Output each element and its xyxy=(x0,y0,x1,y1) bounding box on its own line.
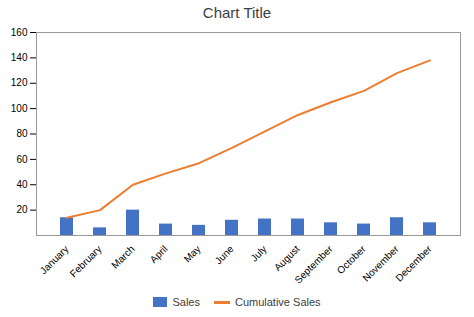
svg-text:40: 40 xyxy=(16,179,28,190)
svg-text:60: 60 xyxy=(16,154,28,165)
html-text:Chart Title: Chart Title xyxy=(202,4,272,21)
svg-text:December: December xyxy=(393,243,434,284)
html-text:Sales: Sales xyxy=(172,296,200,308)
svg-text:April: April xyxy=(148,243,170,265)
svg-text:140: 140 xyxy=(11,52,28,63)
svg-text:100: 100 xyxy=(11,103,28,114)
svg-text:May: May xyxy=(182,243,203,264)
svg-text:120: 120 xyxy=(11,77,28,88)
svg-text:80: 80 xyxy=(16,128,28,139)
svg-text:20: 20 xyxy=(16,204,28,215)
svg-text:January: January xyxy=(38,243,71,276)
svg-text:160: 160 xyxy=(11,27,28,38)
svg-text:September: September xyxy=(292,243,335,286)
svg-text:February: February xyxy=(68,243,104,279)
svg-text:August: August xyxy=(272,243,302,273)
svg-text:March: March xyxy=(109,243,136,270)
svg-text:November: November xyxy=(360,243,401,284)
svg-text:June: June xyxy=(213,243,236,266)
svg-text:October: October xyxy=(335,243,368,276)
svg-text:July: July xyxy=(248,243,268,263)
html-text:Cumulative Sales: Cumulative Sales xyxy=(235,296,321,308)
